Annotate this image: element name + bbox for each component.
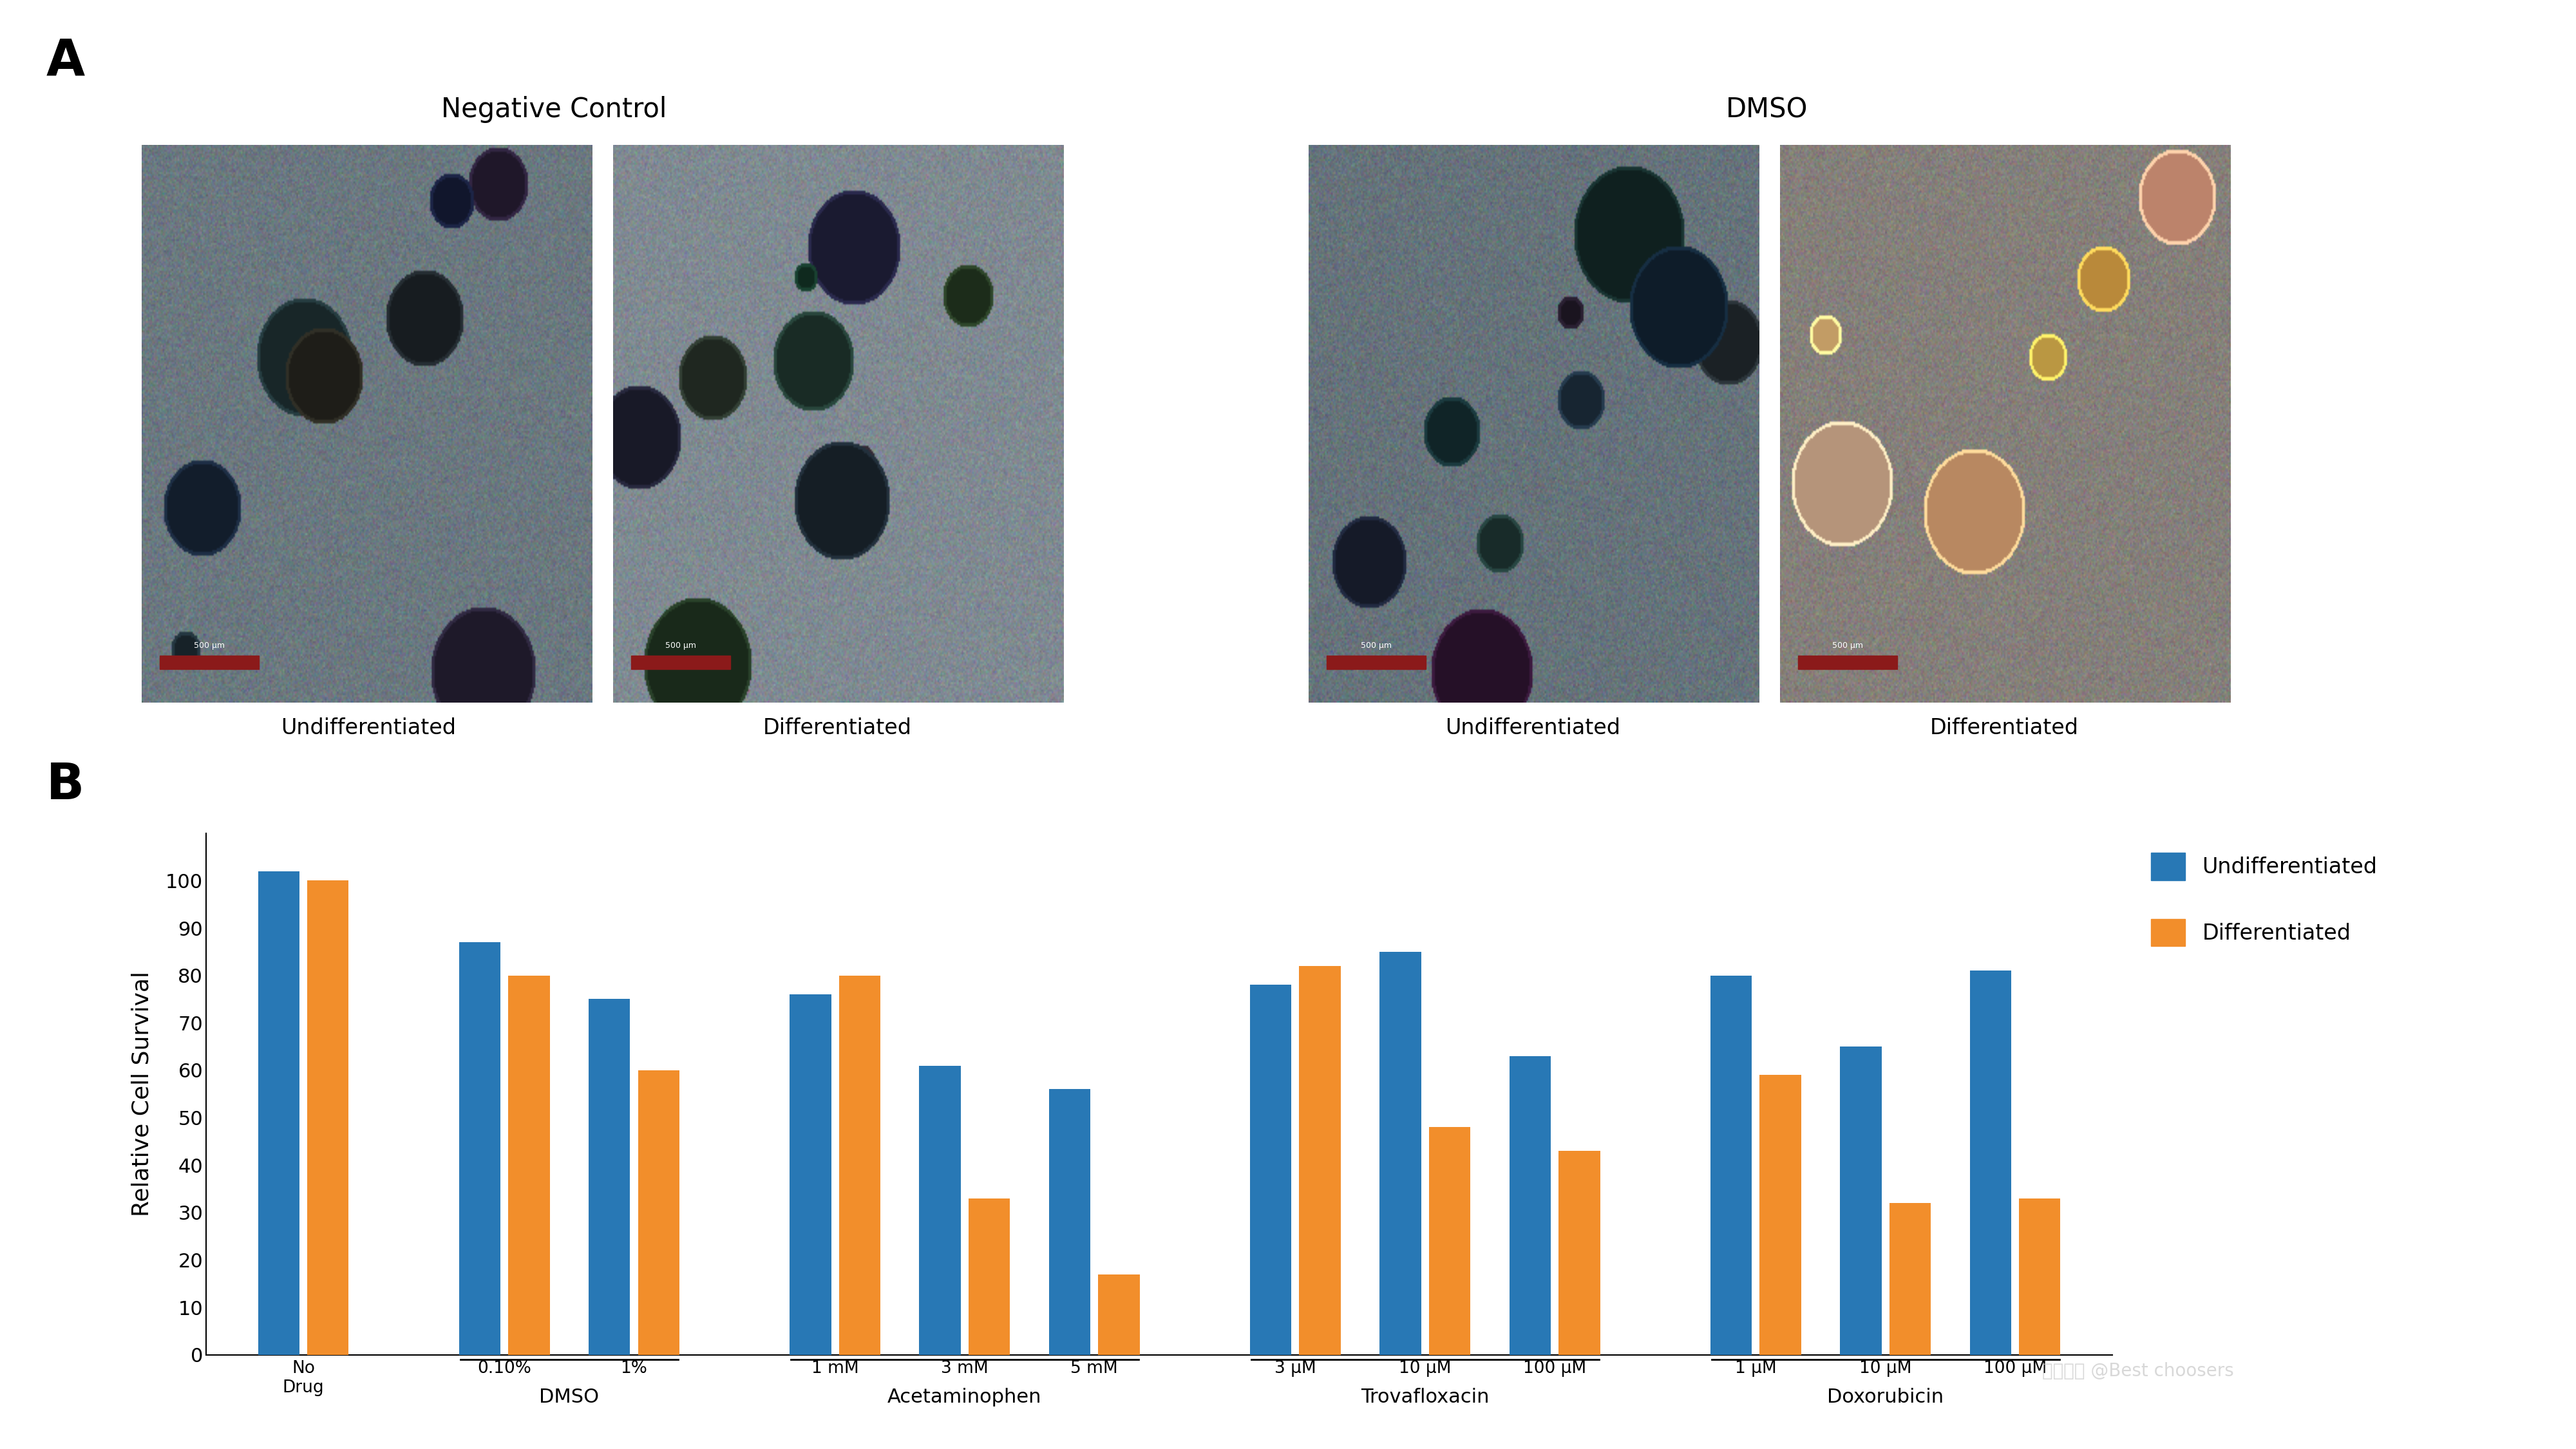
Text: 500 μm: 500 μm — [193, 642, 224, 649]
Text: Undifferentiated: Undifferentiated — [281, 717, 456, 739]
Bar — [791, 994, 832, 1355]
Bar — [307, 881, 348, 1355]
Bar — [1759, 1075, 1801, 1355]
Text: 哔咩哔咩 @Best choosers: 哔咩哔咩 @Best choosers — [2043, 1362, 2233, 1381]
Bar — [258, 871, 299, 1355]
Bar — [1298, 966, 1340, 1355]
FancyBboxPatch shape — [631, 655, 732, 669]
FancyBboxPatch shape — [1327, 655, 1427, 669]
Text: Differentiated: Differentiated — [1929, 717, 2079, 739]
Bar — [639, 1071, 680, 1355]
Text: Differentiated: Differentiated — [762, 717, 912, 739]
Bar — [459, 942, 500, 1355]
Bar — [840, 975, 881, 1355]
Bar — [1710, 975, 1752, 1355]
FancyBboxPatch shape — [1798, 655, 1896, 669]
Bar — [1971, 971, 2012, 1355]
Bar — [1888, 1203, 1932, 1355]
Bar — [590, 1000, 631, 1355]
Text: DMSO: DMSO — [538, 1388, 600, 1407]
Bar — [920, 1065, 961, 1355]
Text: Negative Control: Negative Control — [440, 96, 667, 123]
Bar — [2020, 1198, 2061, 1355]
Text: 500 μm: 500 μm — [1832, 642, 1862, 649]
Bar — [1510, 1056, 1551, 1355]
FancyBboxPatch shape — [160, 655, 258, 669]
Legend: Undifferentiated, Differentiated: Undifferentiated, Differentiated — [2143, 843, 2385, 955]
Bar — [1249, 985, 1291, 1355]
Y-axis label: Relative Cell Survival: Relative Cell Survival — [131, 971, 152, 1217]
Text: 500 μm: 500 μm — [1360, 642, 1391, 649]
Text: Trovafloxacin: Trovafloxacin — [1360, 1388, 1489, 1407]
Bar — [1381, 952, 1422, 1355]
Bar — [1430, 1127, 1471, 1355]
Bar — [1048, 1090, 1090, 1355]
Bar — [1097, 1274, 1139, 1355]
Text: B: B — [46, 761, 85, 810]
Bar — [507, 975, 549, 1355]
Bar — [1839, 1046, 1880, 1355]
Text: 500 μm: 500 μm — [665, 642, 696, 649]
Text: DMSO: DMSO — [1726, 96, 1808, 123]
Text: Undifferentiated: Undifferentiated — [1445, 717, 1620, 739]
Text: Doxorubicin: Doxorubicin — [1826, 1388, 1945, 1407]
Bar — [969, 1198, 1010, 1355]
Bar — [1558, 1151, 1600, 1355]
Text: Acetaminophen: Acetaminophen — [889, 1388, 1041, 1407]
Text: A: A — [46, 36, 85, 85]
